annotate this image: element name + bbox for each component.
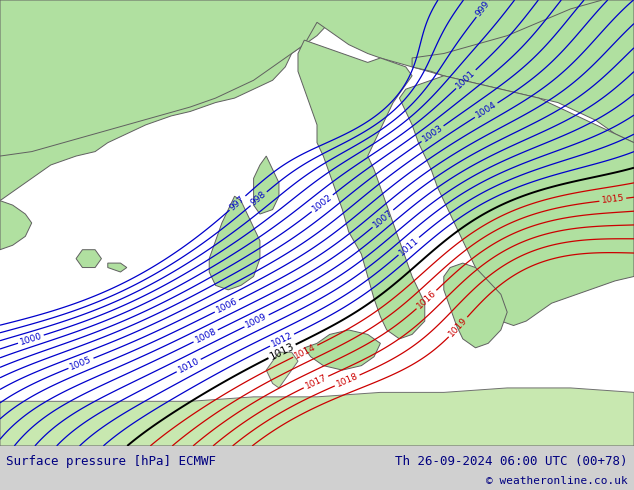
Text: 1013: 1013	[268, 341, 296, 362]
Polygon shape	[412, 0, 634, 143]
Text: 1009: 1009	[244, 312, 269, 330]
Text: 1015: 1015	[601, 194, 624, 205]
Polygon shape	[209, 196, 260, 290]
Polygon shape	[266, 352, 298, 388]
Polygon shape	[304, 330, 380, 370]
Polygon shape	[0, 388, 634, 446]
Polygon shape	[444, 263, 507, 348]
Text: Th 26-09-2024 06:00 UTC (00+78): Th 26-09-2024 06:00 UTC (00+78)	[395, 455, 628, 468]
Text: 997: 997	[228, 194, 247, 212]
Polygon shape	[0, 201, 32, 250]
Polygon shape	[76, 250, 101, 268]
Polygon shape	[254, 156, 279, 214]
Text: 1007: 1007	[372, 208, 394, 229]
Text: 1008: 1008	[193, 327, 218, 345]
Text: 1000: 1000	[18, 331, 43, 347]
Text: 1017: 1017	[304, 373, 328, 391]
Text: 1016: 1016	[415, 289, 438, 311]
Text: 1004: 1004	[474, 100, 498, 120]
Text: 1012: 1012	[269, 331, 294, 349]
Text: Surface pressure [hPa] ECMWF: Surface pressure [hPa] ECMWF	[6, 455, 216, 468]
Text: 1005: 1005	[68, 355, 93, 372]
Polygon shape	[399, 76, 634, 325]
Text: 1002: 1002	[311, 193, 334, 214]
Text: 1001: 1001	[455, 68, 477, 90]
Text: 998: 998	[249, 190, 268, 208]
Polygon shape	[0, 0, 634, 156]
Text: 1010: 1010	[176, 356, 201, 375]
Text: 1018: 1018	[335, 372, 359, 389]
Text: 1019: 1019	[447, 316, 469, 339]
Polygon shape	[108, 263, 127, 272]
Polygon shape	[0, 0, 330, 201]
Text: 1003: 1003	[420, 123, 444, 144]
Polygon shape	[298, 40, 425, 339]
Text: 1006: 1006	[214, 297, 239, 315]
Text: 1014: 1014	[293, 342, 318, 360]
Text: © weatheronline.co.uk: © weatheronline.co.uk	[486, 476, 628, 486]
Text: 999: 999	[474, 0, 492, 18]
Text: 1011: 1011	[397, 235, 420, 257]
